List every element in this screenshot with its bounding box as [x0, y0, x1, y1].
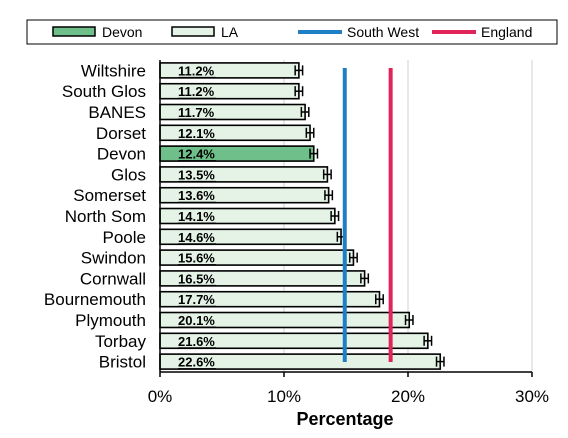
x-tick-label-30: 30% [515, 387, 549, 406]
category-label-south-glos: South Glos [62, 82, 146, 101]
category-label-bournemouth: Bournemouth [44, 290, 146, 309]
category-label-dorset: Dorset [96, 124, 146, 143]
value-label-plymouth: 20.1% [178, 313, 215, 328]
value-label-somerset: 13.6% [178, 188, 215, 203]
value-label-south-glos: 11.2% [178, 84, 215, 99]
value-label-cornwall: 16.5% [178, 271, 215, 286]
value-label-swindon: 15.6% [178, 251, 215, 266]
category-label-torbay: Torbay [95, 332, 147, 351]
value-label-poole: 14.6% [178, 230, 215, 245]
legend-label-devon: Devon [102, 24, 142, 40]
category-label-plymouth: Plymouth [75, 311, 146, 330]
value-label-glos: 13.5% [178, 167, 215, 182]
category-label-bristol: Bristol [99, 353, 146, 372]
legend-label-la: LA [221, 24, 239, 40]
value-label-wiltshire: 11.2% [178, 63, 215, 78]
x-tick-label-20: 20% [391, 387, 425, 406]
value-label-banes: 11.7% [178, 105, 215, 120]
category-label-banes: BANES [88, 103, 146, 122]
category-label-cornwall: Cornwall [80, 269, 146, 288]
x-axis-label: Percentage [296, 409, 393, 429]
category-label-poole: Poole [103, 228, 146, 247]
legend: Devon LA South West England [26, 19, 558, 45]
value-label-dorset: 12.1% [178, 126, 215, 141]
legend-swatch-la [171, 26, 215, 37]
category-label-somerset: Somerset [73, 186, 146, 205]
x-tick-label-10: 10% [267, 387, 301, 406]
category-label-wiltshire: Wiltshire [81, 61, 146, 80]
value-label-bristol: 22.6% [178, 355, 215, 370]
value-label-torbay: 21.6% [178, 334, 215, 349]
legend-label-south-west: South West [347, 24, 419, 40]
category-label-devon: Devon [97, 145, 146, 164]
value-label-devon: 12.4% [178, 147, 215, 162]
legend-label-england: England [481, 24, 532, 40]
category-label-swindon: Swindon [81, 249, 146, 268]
value-label-north-som: 14.1% [178, 209, 215, 224]
value-label-bournemouth: 17.7% [178, 292, 215, 307]
category-label-glos: Glos [111, 165, 146, 184]
plot-area: 11.2% Wiltshire 11.2% South Glos 11.7% BANES 1… [44, 60, 549, 406]
x-tick-label-0: 0% [148, 387, 173, 406]
legend-swatch-devon [52, 26, 96, 37]
category-label-north-som: North Som [65, 207, 146, 226]
